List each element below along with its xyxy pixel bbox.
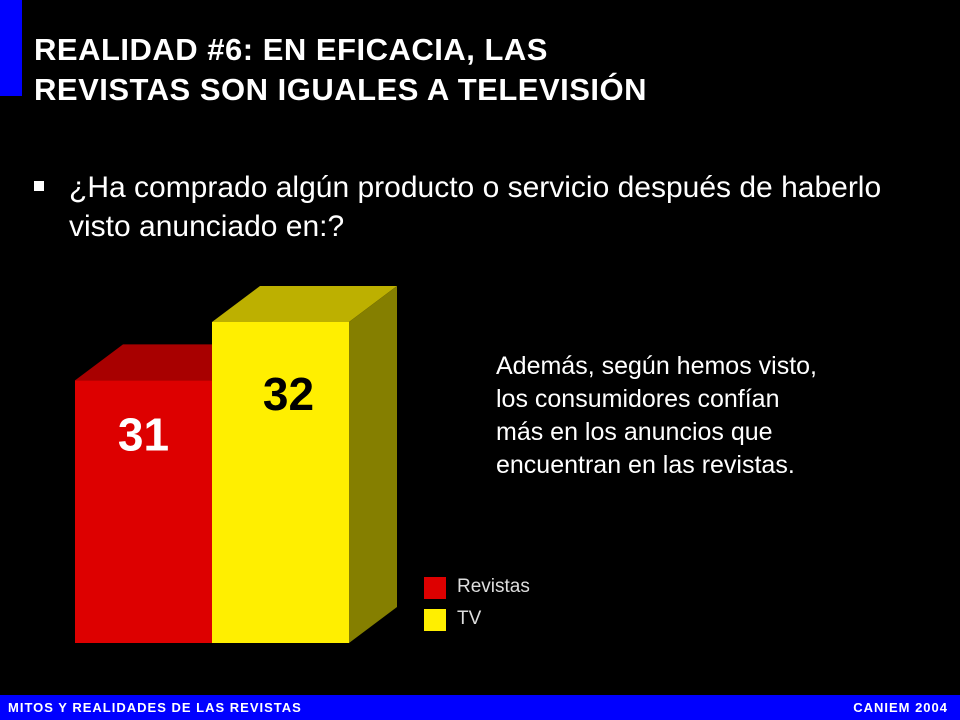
data-label-tv: 32 [263,368,314,420]
chart-bars: 31 32 [75,286,397,643]
legend-item-revistas: Revistas [424,574,584,606]
footer-right-text: CANIEM 2004 [853,700,948,715]
legend-swatch-revistas [424,577,446,599]
side-note-line: Además, según hemos visto, [496,352,817,380]
bar-revistas [75,380,212,643]
side-note-line: los consumidores confían [496,385,780,413]
legend-swatch-tv [424,609,446,631]
side-note: Además, según hemos visto, los consumido… [496,350,926,482]
accent-bar [0,0,22,96]
legend-item-tv: TV [424,606,584,638]
footer-bar: MITOS Y REALIDADES DE LAS REVISTAS CANIE… [0,695,960,720]
bar-top-tv [212,286,397,322]
square-bullet-icon [34,181,44,191]
data-label-revistas: 31 [118,408,169,460]
question-text: ¿Ha comprado algún producto o servicio d… [69,171,882,243]
bar-chart: 31 32 [75,286,397,643]
bar-tv [212,322,349,643]
slide-title: REALIDAD #6: EN EFICACIA, LAS REVISTAS S… [34,30,934,110]
legend-label-tv: TV [457,608,482,629]
side-note-line: encuentran en las revistas. [496,451,795,479]
chart-legend: Revistas TV [424,574,584,638]
bar-side-tv [349,286,397,643]
slide-title-line-1: REALIDAD #6: EN EFICACIA, LAS [34,32,548,67]
footer-left-text: MITOS Y REALIDADES DE LAS REVISTAS [8,700,302,715]
legend-label-revistas: Revistas [457,576,530,597]
side-note-line: más en los anuncios que [496,418,773,446]
slide-title-line-2: REVISTAS SON IGUALES A TELEVISIÓN [34,72,648,107]
